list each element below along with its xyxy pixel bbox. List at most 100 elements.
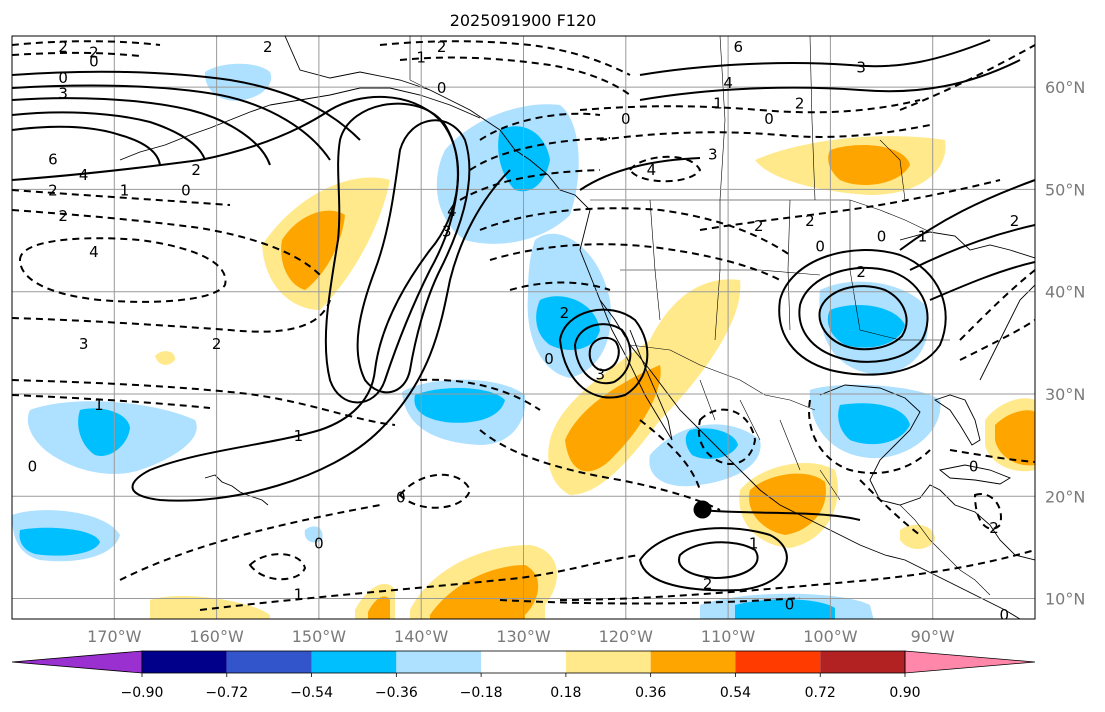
coastline-north-america <box>284 36 1021 619</box>
map-frame <box>11 35 1036 620</box>
contour-negative <box>12 394 211 409</box>
contour-label: 1 <box>416 48 426 66</box>
contour-positive-plains-low <box>818 285 908 351</box>
contour-positive-cutoff-low <box>588 336 620 372</box>
contour-label: 0 <box>544 350 554 368</box>
contour-label: 0 <box>785 596 795 614</box>
border-mexico-states <box>699 379 841 501</box>
colorbar-segment <box>311 651 397 673</box>
anomaly-shading <box>12 63 1035 619</box>
contour-negative-west-us <box>479 207 791 256</box>
contour-label: 2 <box>191 161 201 179</box>
positive-shading-south-2 <box>150 596 270 619</box>
colorbar-segment <box>226 651 312 673</box>
contour-positive-east <box>909 224 1035 271</box>
coastline-baja <box>599 299 673 441</box>
colorbar-tick-label: 0.36 <box>635 685 666 701</box>
colorbar: −0.90 −0.72 −0.54 −0.36 −0.18 0.18 0.36 0.54 0.7… <box>11 650 1036 701</box>
contour-positive-south-high <box>678 541 759 580</box>
contour-label: 2 <box>856 263 866 281</box>
contour-positive-jet <box>12 84 331 161</box>
contour-label: 0 <box>764 110 774 128</box>
contour-negative-canada <box>579 99 921 114</box>
contour-negative-north-east <box>899 44 1035 111</box>
contour-negative-caribbean <box>949 449 1035 463</box>
contour-label: 1 <box>918 227 928 245</box>
contour-positive-ridge <box>324 102 459 404</box>
contour-positive-low-alaska <box>12 95 511 502</box>
colorbar-segment <box>820 651 905 673</box>
contour-positive-jet <box>12 97 271 166</box>
contour-negative-canada <box>699 179 1001 231</box>
longitude-label: 120°W <box>599 627 654 646</box>
latitude-labels: 60°N 50°N 40°N 30°N 20°N 10°N <box>1045 78 1085 608</box>
contour-label: 0 <box>969 458 979 476</box>
contour-positive-east <box>899 179 1035 251</box>
border-us-canada <box>590 199 931 233</box>
positive-shading-south-3-core <box>368 596 390 619</box>
coastline-florida <box>933 394 981 446</box>
longitude-labels: 170°W 160°W 150°W 140°W 130°W 120°W 110°W 100°W… <box>87 627 955 646</box>
contour-negative-canada <box>599 124 931 141</box>
contour-label: 2 <box>805 212 815 230</box>
contour-label: 1 <box>94 396 104 414</box>
contour-positive-plains-low <box>778 249 947 376</box>
contour-label: 2 <box>560 304 570 322</box>
latitude-label: 60°N <box>1045 78 1085 97</box>
contour-label: 1 <box>713 94 723 112</box>
lat-lon-gridlines <box>12 36 1035 619</box>
contour-negative-gulf-alaska <box>459 169 601 201</box>
border-us-mexico <box>629 344 816 411</box>
contour-label: 3 <box>856 59 866 77</box>
colorbar-tick-label: −0.90 <box>121 685 164 701</box>
negative-height-contours <box>12 40 1035 611</box>
colorbar-segment <box>142 651 227 673</box>
latitude-label: 50°N <box>1045 180 1085 199</box>
contour-negative-canada <box>628 155 702 183</box>
contour-negative <box>479 429 721 511</box>
longitude-label: 110°W <box>701 627 756 646</box>
contour-label: 6 <box>48 151 58 169</box>
negative-shading-gulf-mexico-core <box>838 403 910 445</box>
contour-positive-jet <box>12 111 206 161</box>
positive-shading-mexico-east-core <box>749 473 826 535</box>
longitude-label: 170°W <box>87 627 142 646</box>
negative-shading-small-1 <box>304 526 323 543</box>
contour-positive-mexico <box>699 509 861 521</box>
colorbar-tick-label: −0.72 <box>205 685 248 701</box>
map-title: 2025091900 F120 <box>450 11 597 30</box>
contour-positive-east <box>929 261 1035 301</box>
contour-negative-west-us <box>509 281 611 291</box>
colorbar-extend-low <box>11 650 143 674</box>
contour-label: 2 <box>263 38 273 56</box>
contour-label: 2 <box>58 207 68 225</box>
colorbar-tick-label: −0.36 <box>375 685 418 701</box>
contour-label: 1 <box>120 181 130 199</box>
coastline-gulf <box>819 384 1035 561</box>
contour-label: 4 <box>79 166 89 184</box>
latitude-label: 30°N <box>1045 385 1085 404</box>
contour-label: 2 <box>48 181 58 199</box>
contour-label: 3 <box>58 84 68 102</box>
colorbar-tick-label: 0.72 <box>805 685 836 701</box>
contour-negative-mexico <box>697 408 757 465</box>
latitude-label: 40°N <box>1045 283 1085 302</box>
contour-label: 3 <box>442 222 452 240</box>
latitude-label: 10°N <box>1045 590 1085 609</box>
colorbar-tick-label: 0.90 <box>889 685 920 701</box>
contour-label: 2 <box>703 575 713 593</box>
contour-label: 4 <box>89 243 99 261</box>
contour-negative-east-us <box>959 269 1035 341</box>
contour-label: 3 <box>595 366 605 384</box>
contour-positive-jet <box>12 125 161 166</box>
contour-negative <box>248 553 307 581</box>
contour-negative-north <box>12 40 161 46</box>
contour-label: 2 <box>754 217 764 235</box>
contour-negative-gulf-alaska <box>469 137 611 171</box>
contour-negative-north <box>399 56 631 96</box>
colorbar-tick-label: 0.18 <box>550 685 581 701</box>
contour-label: 0 <box>815 238 825 256</box>
contour-negative <box>119 504 381 581</box>
